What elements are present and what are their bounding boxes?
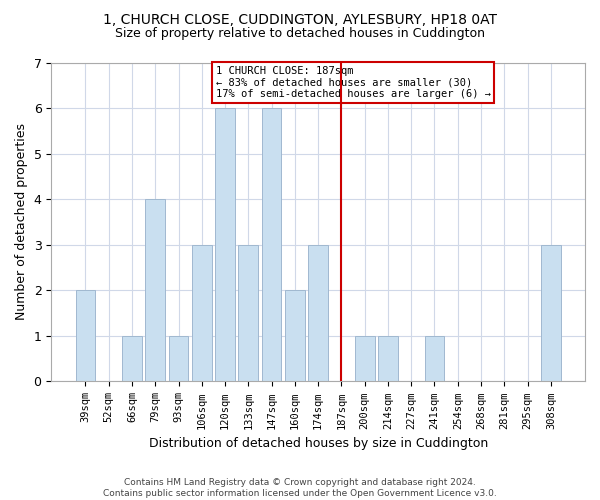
Bar <box>262 108 281 382</box>
Text: Contains HM Land Registry data © Crown copyright and database right 2024.
Contai: Contains HM Land Registry data © Crown c… <box>103 478 497 498</box>
Bar <box>285 290 305 382</box>
Y-axis label: Number of detached properties: Number of detached properties <box>15 124 28 320</box>
Bar <box>76 290 95 382</box>
Bar <box>378 336 398 382</box>
Bar <box>169 336 188 382</box>
Bar <box>238 245 258 382</box>
Text: Size of property relative to detached houses in Cuddington: Size of property relative to detached ho… <box>115 28 485 40</box>
Bar <box>541 245 561 382</box>
Bar <box>355 336 374 382</box>
Bar <box>215 108 235 382</box>
Bar <box>425 336 445 382</box>
Bar <box>122 336 142 382</box>
Bar <box>192 245 212 382</box>
Bar <box>145 199 165 382</box>
Bar <box>308 245 328 382</box>
X-axis label: Distribution of detached houses by size in Cuddington: Distribution of detached houses by size … <box>149 437 488 450</box>
Text: 1, CHURCH CLOSE, CUDDINGTON, AYLESBURY, HP18 0AT: 1, CHURCH CLOSE, CUDDINGTON, AYLESBURY, … <box>103 12 497 26</box>
Text: 1 CHURCH CLOSE: 187sqm
← 83% of detached houses are smaller (30)
17% of semi-det: 1 CHURCH CLOSE: 187sqm ← 83% of detached… <box>216 66 491 100</box>
